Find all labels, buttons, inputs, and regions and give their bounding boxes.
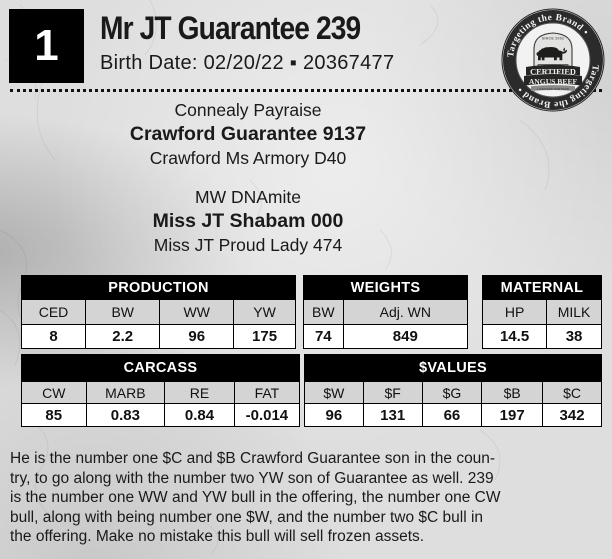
svg-text:LICENSED PARTNER: LICENSED PARTNER	[537, 87, 569, 91]
svg-text:ANGUS BEEF: ANGUS BEEF	[529, 77, 578, 86]
svg-text:SINCE 2002: SINCE 2002	[542, 37, 564, 41]
